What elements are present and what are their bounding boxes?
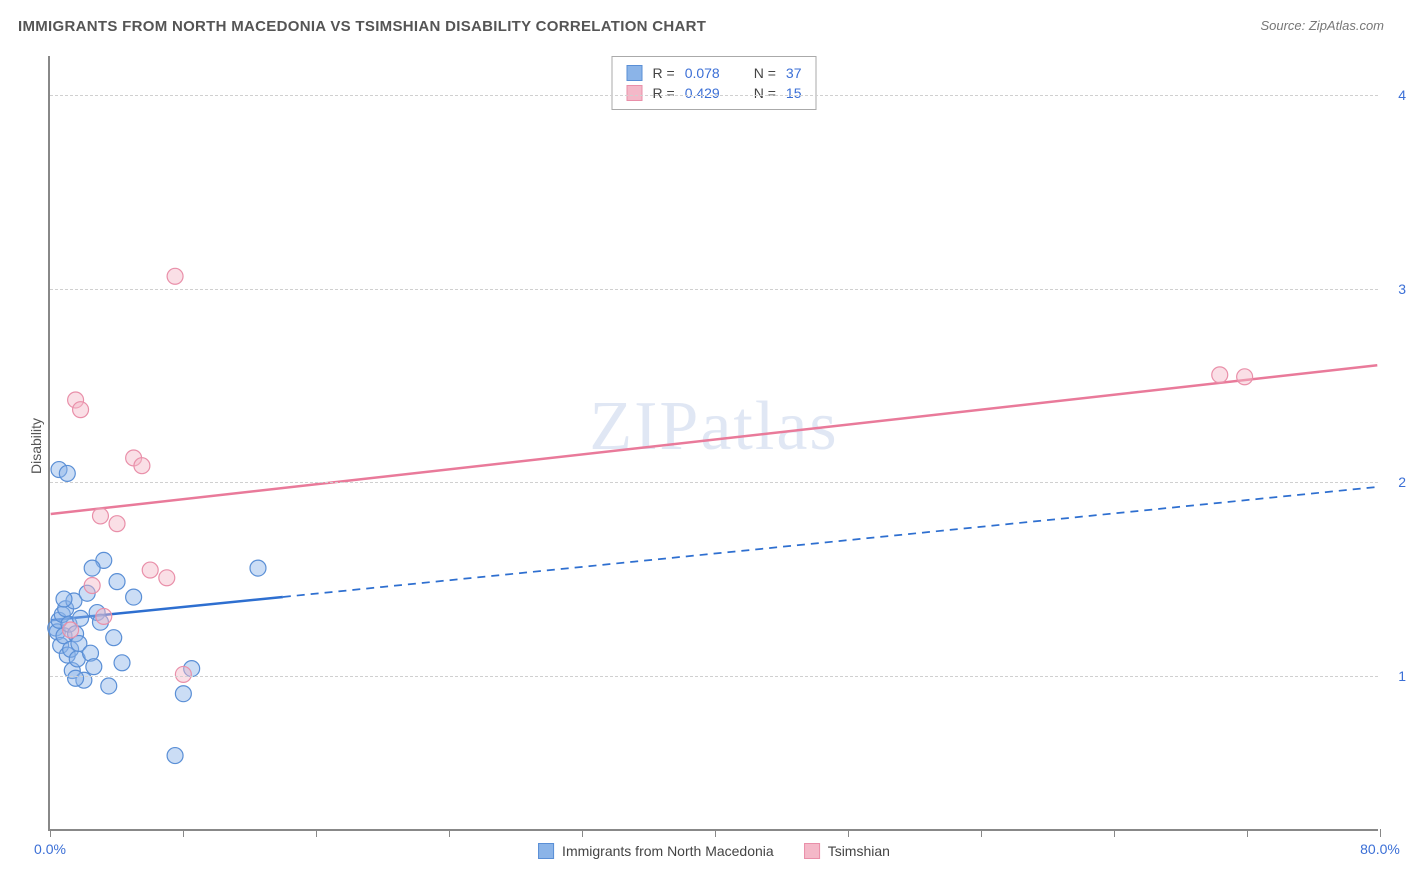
plot-svg: [50, 56, 1378, 829]
legend-series: Immigrants from North Macedonia Tsimshian: [538, 843, 890, 859]
x-tick: [715, 829, 716, 837]
scatter-point: [84, 578, 100, 594]
x-tick: [582, 829, 583, 837]
x-tick: [1114, 829, 1115, 837]
scatter-point: [84, 560, 100, 576]
scatter-point: [59, 465, 75, 481]
scatter-point: [92, 508, 108, 524]
trend-line-dashed: [283, 487, 1377, 597]
legend-n-label: N =: [754, 85, 776, 101]
legend-stats-row: R = 0.429 N = 15: [627, 83, 802, 103]
scatter-point: [134, 458, 150, 474]
scatter-point: [142, 562, 158, 578]
legend-r-value: 0.078: [685, 65, 720, 81]
legend-series-item: Immigrants from North Macedonia: [538, 843, 774, 859]
y-tick-label: 30.0%: [1383, 281, 1406, 297]
scatter-point: [175, 686, 191, 702]
scatter-point: [109, 574, 125, 590]
scatter-point: [1237, 369, 1253, 385]
legend-series-item: Tsimshian: [804, 843, 890, 859]
x-tick: [316, 829, 317, 837]
scatter-point: [126, 589, 142, 605]
x-tick-label: 80.0%: [1360, 841, 1400, 857]
legend-r-label: R =: [653, 65, 675, 81]
x-tick: [981, 829, 982, 837]
trend-line-solid: [51, 365, 1378, 514]
scatter-point: [56, 591, 72, 607]
scatter-point: [159, 570, 175, 586]
x-tick: [50, 829, 51, 837]
legend-stats: R = 0.078 N = 37 R = 0.429 N = 15: [612, 56, 817, 110]
x-tick: [1380, 829, 1381, 837]
scatter-point: [106, 630, 122, 646]
scatter-point: [250, 560, 266, 576]
legend-swatch: [804, 843, 820, 859]
legend-r-value: 0.429: [685, 85, 720, 101]
legend-swatch: [538, 843, 554, 859]
legend-swatch: [627, 85, 643, 101]
scatter-point: [101, 678, 117, 694]
scatter-point: [68, 670, 84, 686]
y-axis-label: Disability: [28, 418, 44, 474]
plot-area: ZIPatlas R =0.078N =37R =0.429N =15 Immi…: [48, 56, 1378, 831]
scatter-point: [96, 608, 112, 624]
scatter-point: [63, 622, 79, 638]
scatter-point: [167, 268, 183, 284]
legend-r-label: R =: [653, 85, 675, 101]
x-tick: [1247, 829, 1248, 837]
scatter-point: [175, 666, 191, 682]
scatter-point: [167, 748, 183, 764]
legend-swatch: [627, 65, 643, 81]
scatter-point: [114, 655, 130, 671]
x-tick: [848, 829, 849, 837]
x-tick: [449, 829, 450, 837]
gridline-h: [50, 482, 1378, 483]
scatter-point: [73, 402, 89, 418]
chart-title: IMMIGRANTS FROM NORTH MACEDONIA VS TSIMS…: [18, 18, 706, 35]
y-tick-label: 20.0%: [1383, 474, 1406, 490]
x-tick: [183, 829, 184, 837]
gridline-h: [50, 95, 1378, 96]
gridline-h: [50, 676, 1378, 677]
scatter-point: [1212, 367, 1228, 383]
scatter-point: [86, 659, 102, 675]
legend-n-value: 37: [786, 65, 802, 81]
y-tick-label: 10.0%: [1383, 668, 1406, 684]
gridline-h: [50, 289, 1378, 290]
x-tick-label: 0.0%: [34, 841, 66, 857]
scatter-point: [109, 516, 125, 532]
source-label: Source: ZipAtlas.com: [1260, 18, 1384, 33]
legend-n-value: 15: [786, 85, 802, 101]
legend-series-label: Immigrants from North Macedonia: [562, 843, 774, 859]
legend-series-label: Tsimshian: [828, 843, 890, 859]
y-tick-label: 40.0%: [1383, 87, 1406, 103]
chart-container: IMMIGRANTS FROM NORTH MACEDONIA VS TSIMS…: [0, 0, 1406, 892]
legend-stats-row: R = 0.078 N = 37: [627, 63, 802, 83]
legend-n-label: N =: [754, 65, 776, 81]
